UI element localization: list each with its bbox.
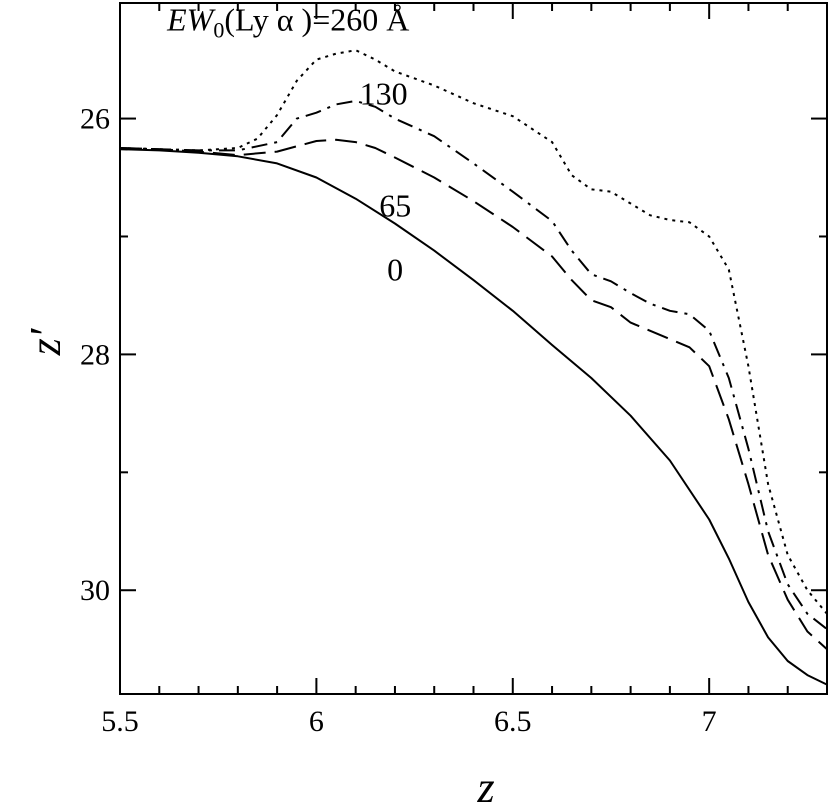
plot-frame — [119, 2, 828, 695]
curve-label: EW0(Ly α )=260 Å — [166, 1, 409, 42]
curve-label: 0 — [387, 251, 403, 287]
x-tick-label: 6.5 — [494, 705, 532, 738]
y-tick-label: 30 — [80, 574, 110, 607]
x-tick-label: 5.5 — [101, 705, 139, 738]
y-axis-title: z′ — [21, 327, 70, 356]
x-tick-label: 6 — [309, 705, 324, 738]
series-line-dashed — [119, 138, 828, 650]
tick-labels: 5.5 6 6.5 7 26 28 30 — [80, 103, 717, 738]
axis-ticks — [119, 3, 828, 694]
curve-label: 65 — [379, 188, 411, 224]
x-axis-title: z — [476, 763, 494, 805]
curve-label: 130 — [360, 76, 408, 112]
series-line-dotted — [119, 49, 828, 615]
x-tick-label: 7 — [702, 705, 717, 738]
y-tick-label: 28 — [80, 338, 110, 371]
data-curves — [119, 49, 828, 686]
curve-annotations: EW0(Ly α )=260 Å 130 65 0 — [166, 1, 411, 287]
series-line-dash-dot — [119, 99, 828, 630]
y-tick-label: 26 — [80, 103, 110, 136]
series-line-solid — [119, 148, 828, 686]
